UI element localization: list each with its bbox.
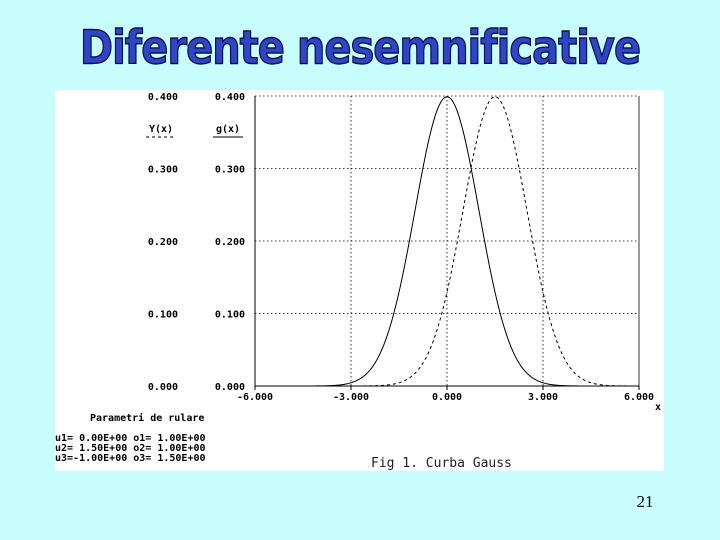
y-tick-label: 0.300 xyxy=(148,165,178,176)
y-tick-label: 0.100 xyxy=(148,310,178,321)
y-tick-label: 0.400 xyxy=(148,92,178,103)
y-tick-label: 0.000 xyxy=(148,382,178,393)
x-tick-label: -3.000 xyxy=(333,392,369,403)
parameter-row: u1= 0.00E+00 o1= 1.00E+00 xyxy=(55,433,206,444)
y-tick-label: 0.000 xyxy=(215,382,245,393)
chart-panel: -6.000 -3.000 0.000 3.000 6.000 x 0.400 0.300 0.… xyxy=(55,90,664,471)
x-tick-label: -6.000 xyxy=(237,392,273,403)
slide-title: Diferente nesemnificative xyxy=(79,22,641,76)
page-number: 21 xyxy=(636,492,654,511)
y-tick-label: 0.300 xyxy=(215,165,245,176)
series-line-yx xyxy=(255,96,639,387)
x-tick-label: 6.000 xyxy=(624,392,654,403)
x-axis-label: x xyxy=(655,402,661,413)
y-tick-label: 0.400 xyxy=(215,92,245,103)
y-tick-label: 0.100 xyxy=(215,310,245,321)
y-tick-label: 0.200 xyxy=(148,237,178,248)
y-tick-label: 0.200 xyxy=(215,237,245,248)
parameter-row: u3=-1.00E+00 o3= 1.50E+00 xyxy=(55,453,206,464)
x-tick-label: 3.000 xyxy=(528,392,558,403)
parameter-row: u2= 1.50E+00 o2= 1.00E+00 xyxy=(55,443,206,454)
y-axis-label: Y(x) xyxy=(149,124,173,135)
y-axis-label: g(x) xyxy=(216,124,240,135)
parameters-title: Parametri de rulare xyxy=(90,413,205,424)
x-tick-label: 0.000 xyxy=(432,392,462,403)
figure-caption: Fig 1. Curba Gauss xyxy=(371,456,512,471)
series-line-gx xyxy=(255,96,639,387)
